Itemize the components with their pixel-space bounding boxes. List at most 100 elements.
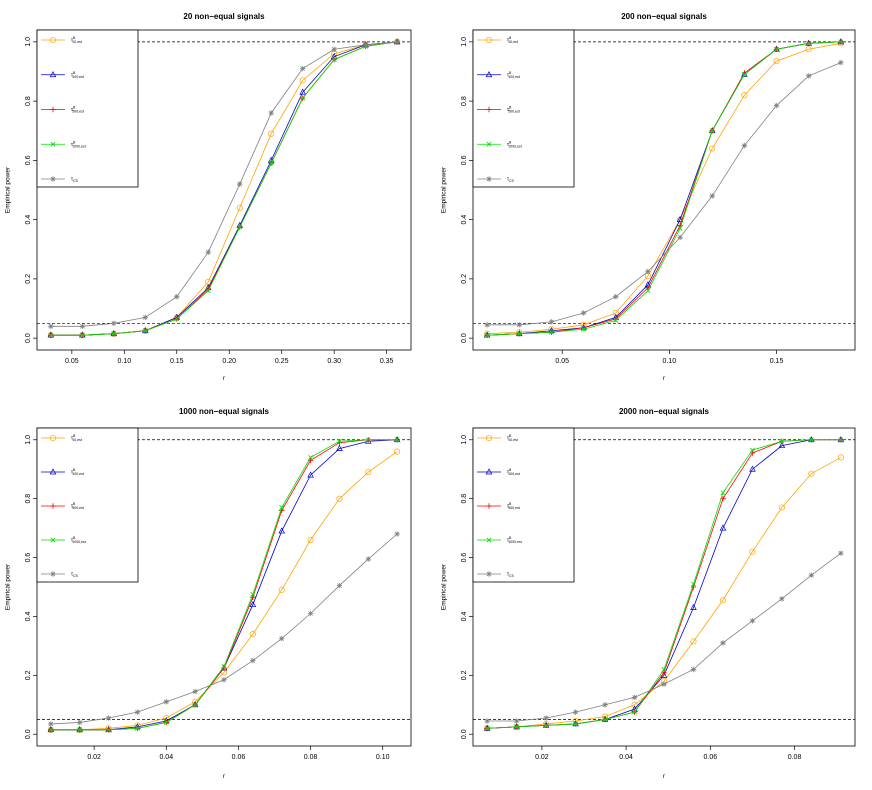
data-point [719, 597, 727, 604]
data-point [205, 249, 211, 255]
x-tick-label: 0.15 [770, 358, 784, 365]
legend-superscript: B [73, 502, 76, 506]
data-point [741, 72, 747, 77]
legend-marker [486, 503, 492, 509]
data-point [543, 722, 549, 728]
data-point [336, 495, 343, 502]
data-point [484, 725, 490, 731]
y-tick-label: 0.8 [461, 494, 468, 504]
data-point [174, 316, 180, 322]
x-tick-label: 0.05 [555, 358, 569, 365]
data-point [192, 688, 198, 695]
legend-label: τB 100,est [71, 468, 84, 476]
x-tick-label: 0.30 [327, 358, 341, 365]
data-point [580, 310, 587, 316]
plot-frame [472, 427, 856, 747]
legend-item: τB 500,est [41, 502, 84, 510]
data-point [838, 59, 844, 66]
data-point [111, 320, 117, 327]
series-green [484, 437, 844, 731]
legend-subscript: 1000,est [72, 540, 85, 544]
legend-marker [485, 468, 493, 475]
chart-title: 20 non−equal signals [183, 12, 265, 21]
legend-marker [49, 71, 57, 78]
data-point [336, 444, 343, 451]
legend-marker [50, 571, 56, 577]
legend-marker [485, 36, 493, 44]
data-point [484, 322, 490, 328]
legend-superscript: B [73, 140, 76, 144]
legend-marker [486, 537, 492, 543]
data-point [631, 694, 638, 701]
data-point [163, 699, 169, 705]
legend-superscript: B [73, 71, 76, 75]
legend-marker [49, 434, 57, 442]
data-point [250, 591, 256, 597]
y-tick-label: 0.0 [461, 729, 468, 739]
legend-box [36, 427, 139, 583]
x-tick-label: 0.04 [159, 754, 173, 761]
data-point [221, 664, 227, 669]
data-point [838, 39, 844, 45]
legend-subscript: 500,est [508, 506, 520, 510]
legend-subscript: 1000,est [72, 144, 85, 148]
data-point [299, 88, 306, 95]
data-point [79, 332, 85, 338]
legend-subscript: 10,est [72, 438, 82, 442]
data-point [307, 471, 314, 478]
data-point [572, 709, 579, 715]
data-point [749, 618, 756, 624]
y-tick-label: 0.4 [461, 215, 468, 225]
legend-subscript: 1000,est [508, 540, 521, 544]
data-point [773, 102, 780, 109]
data-point [805, 46, 812, 53]
data-point [838, 437, 844, 443]
x-tick-label: 0.35 [380, 358, 394, 365]
x-tick-label: 0.25 [275, 358, 289, 365]
series-gray [48, 531, 400, 727]
data-point [805, 73, 812, 79]
data-point [394, 448, 401, 455]
data-point [48, 323, 54, 329]
data-point [394, 437, 400, 443]
legend-item: τB 1000,est [41, 140, 86, 148]
legend-symbol: τ [507, 72, 509, 78]
data-point [279, 635, 285, 642]
y-tick-label: 0.4 [461, 611, 468, 621]
data-point [268, 130, 275, 137]
legend-symbol: τ [71, 572, 73, 578]
legend-label: τCS [71, 177, 79, 184]
legend-subscript: CS [73, 179, 79, 183]
legend-label: τB 100,est [507, 468, 520, 476]
data-point [514, 724, 520, 730]
data-point [513, 718, 520, 724]
y-axis-label: Empirical power [441, 166, 448, 213]
data-point [741, 70, 748, 77]
data-point [237, 224, 243, 230]
data-point [677, 226, 683, 231]
legend-symbol: τ [507, 107, 509, 113]
data-point [602, 702, 608, 708]
data-point [779, 596, 785, 602]
data-point [192, 702, 198, 708]
legend-subscript: CS [509, 574, 515, 578]
data-point [394, 39, 400, 45]
legend-label: τCS [507, 177, 515, 184]
legend-item: τB 500,est [477, 502, 520, 510]
data-point [549, 329, 554, 335]
data-point [661, 681, 667, 687]
data-point [362, 42, 369, 48]
x-tick-label: 0.08 [304, 754, 318, 761]
data-point [690, 603, 697, 610]
legend-label: τCS [71, 572, 79, 579]
data-point [719, 524, 727, 531]
x-axis-label: r [663, 773, 666, 780]
data-point [250, 594, 256, 601]
legend-superscript: B [509, 71, 512, 75]
y-tick-label: 0.6 [25, 155, 32, 165]
legend-superscript: B [73, 468, 76, 472]
data-point [720, 640, 726, 646]
legend-superscript: B [509, 502, 512, 506]
legend-subscript: 500,est [72, 506, 84, 510]
